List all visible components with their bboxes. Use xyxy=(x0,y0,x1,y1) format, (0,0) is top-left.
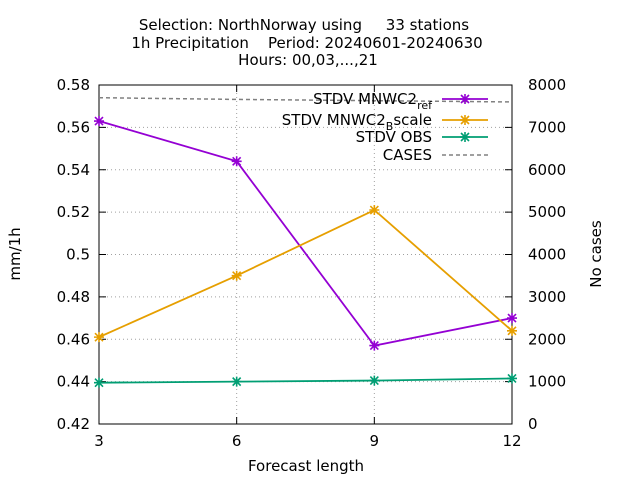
data-point xyxy=(231,376,242,387)
y-tick-label: 0.56 xyxy=(57,118,90,136)
x-tick-label: 9 xyxy=(370,432,380,450)
y-tick-label: 0.48 xyxy=(57,288,90,306)
y-tick-label: 0.58 xyxy=(57,76,90,94)
legend-marker xyxy=(460,115,470,125)
legend-label: STDV MNWC2Bscale xyxy=(282,111,432,133)
data-point xyxy=(369,340,380,351)
series xyxy=(94,96,517,388)
x-tick-label: 6 xyxy=(232,432,242,450)
y2-tick-label: 8000 xyxy=(528,76,566,94)
data-point xyxy=(94,332,104,343)
series-line xyxy=(98,120,513,347)
data-point xyxy=(94,377,104,388)
series-2 xyxy=(94,373,517,388)
y2-tick-label: 1000 xyxy=(528,373,566,391)
y2-tick-label: 0 xyxy=(528,415,538,433)
axes xyxy=(98,84,513,425)
y2-tick-label: 6000 xyxy=(528,161,566,179)
y2-tick-label: 3000 xyxy=(528,288,566,306)
data-point xyxy=(507,373,517,384)
data-point xyxy=(231,156,242,167)
series-line xyxy=(98,377,513,384)
data-point xyxy=(369,205,380,216)
y-tick-label: 0.44 xyxy=(57,373,90,391)
y-tick-label: 0.42 xyxy=(57,415,90,433)
x-tick-label: 3 xyxy=(94,432,104,450)
y2-tick-label: 5000 xyxy=(528,203,566,221)
y-tick-label: 0.5 xyxy=(66,246,90,264)
series-line xyxy=(98,208,513,338)
chart-title-line-3: Hours: 00,03,...,21 xyxy=(238,51,378,69)
legend-label: STDV OBS xyxy=(356,128,432,146)
data-point xyxy=(507,313,517,324)
tick-labels: 0.42 0.44 0.46 0.48 0.5 0.52 0.54 0.56 0.58 0 1000… xyxy=(57,76,567,450)
legend-marker xyxy=(460,94,470,104)
series-0 xyxy=(94,116,517,351)
legend-label: CASES xyxy=(383,146,432,164)
y-axis-label: mm/1h xyxy=(6,227,24,280)
y-tick-label: 0.52 xyxy=(57,203,90,221)
y2-axis-label: No cases xyxy=(587,220,605,288)
y2-tick-label: 4000 xyxy=(528,246,566,264)
y2-tick-label: 7000 xyxy=(528,118,566,136)
legend-marker xyxy=(460,132,470,142)
x-tick-label: 12 xyxy=(502,432,521,450)
data-point xyxy=(231,270,242,281)
data-point xyxy=(369,375,380,386)
series-1 xyxy=(94,205,517,343)
plot-frame xyxy=(98,84,513,425)
series-line xyxy=(98,96,513,103)
y-tick-label: 0.46 xyxy=(57,330,90,348)
series-3 xyxy=(98,96,513,103)
y2-tick-label: 2000 xyxy=(528,330,566,348)
x-axis-label: Forecast length xyxy=(248,457,364,475)
data-point xyxy=(507,325,517,336)
legend-label: STDV MNWC2ref xyxy=(313,90,433,112)
data-point xyxy=(94,116,104,127)
chart-title-line-1: Selection: NorthNorway using 33 stations xyxy=(139,16,469,34)
chart-title-line-2: 1h Precipitation Period: 20240601-202406… xyxy=(131,34,482,52)
grid-lines xyxy=(99,85,512,424)
y-tick-label: 0.54 xyxy=(57,161,90,179)
